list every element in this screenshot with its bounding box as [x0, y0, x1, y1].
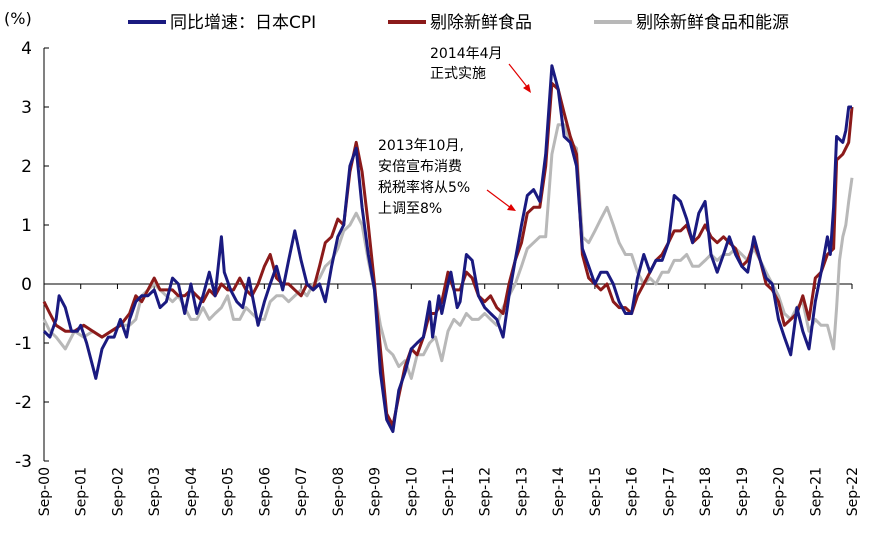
- y-tick-label: -2: [15, 393, 32, 413]
- x-tick-label: Sep-02: [110, 467, 126, 516]
- x-tick-label: Sep-00: [37, 467, 53, 516]
- y-tick-label: -3: [15, 452, 32, 472]
- x-tick-label: Sep-08: [331, 467, 347, 516]
- annotation-2014-april: 2014年4月 正式实施: [430, 46, 531, 93]
- annotation-2013-arrowhead: [507, 204, 516, 211]
- x-tick-label: Sep-21: [808, 467, 824, 516]
- annotation-2013-october: 2013年10月, 安倍宣布消费 税税率将从5% 上调至8%: [378, 138, 516, 217]
- x-tick-label: Sep-11: [441, 467, 457, 516]
- annotation-2013-line-4: 上调至8%: [378, 201, 442, 217]
- series-layer: [42, 64, 854, 433]
- legend-label-core-core: 剔除新鲜食品和能源: [636, 13, 789, 33]
- x-tick-label: Sep-13: [514, 467, 530, 516]
- x-tick-label: Sep-19: [735, 467, 751, 516]
- annotation-2014-line-2: 正式实施: [430, 66, 486, 82]
- x-tick-label: Sep-05: [221, 467, 237, 516]
- x-tick-label: Sep-12: [478, 467, 494, 516]
- x-tick-label: Sep-14: [551, 467, 567, 516]
- legend: 同比增速：日本CPI 剔除新鲜食品 剔除新鲜食品和能源: [128, 13, 789, 33]
- x-tick-label: Sep-17: [661, 467, 677, 516]
- y-ticks: 4 3 2 1 0 -1 -2 -3: [15, 39, 49, 472]
- annotation-2014-arrowhead: [523, 84, 531, 93]
- annotation-2013-line-1: 2013年10月,: [378, 138, 464, 154]
- x-tick-label: Sep-07: [294, 467, 310, 516]
- legend-label-cpi: 同比增速：日本CPI: [170, 13, 316, 33]
- y-tick-label: 1: [21, 216, 32, 236]
- y-tick-label: 2: [21, 157, 32, 177]
- y-tick-label: 3: [21, 98, 32, 118]
- x-tick-label: Sep-22: [845, 467, 861, 516]
- x-tick-label: Sep-03: [147, 467, 163, 516]
- x-tick-label: Sep-20: [772, 467, 788, 516]
- annotation-2013-line-3: 税税率将从5%: [378, 179, 470, 196]
- x-tick-label: Sep-04: [184, 467, 200, 516]
- y-tick-label: -1: [15, 334, 32, 354]
- y-tick-label: 0: [21, 275, 32, 295]
- annotation-2013-arrow: [486, 189, 512, 209]
- x-ticks: Sep-00 Sep-01 Sep-02 Sep-03 Sep-04 Sep-05 Sep-…: [37, 284, 861, 516]
- y-tick-label: 4: [21, 39, 32, 59]
- legend-label-core: 剔除新鲜食品: [430, 13, 532, 33]
- annotation-2014-line-1: 2014年4月: [430, 46, 503, 62]
- x-tick-label: Sep-06: [257, 467, 273, 516]
- y-unit-label: (%): [4, 9, 32, 28]
- annotation-2013-line-2: 安倍宣布消费: [378, 159, 462, 175]
- annotation-2014-arrow: [508, 63, 529, 89]
- series-line-cpi: [42, 64, 852, 433]
- x-tick-label: Sep-09: [368, 467, 384, 516]
- x-tick-label: Sep-18: [698, 467, 714, 516]
- x-tick-label: Sep-01: [74, 467, 90, 516]
- x-tick-label: Sep-16: [625, 467, 641, 516]
- x-tick-label: Sep-15: [588, 467, 604, 516]
- x-tick-label: Sep-10: [404, 467, 420, 516]
